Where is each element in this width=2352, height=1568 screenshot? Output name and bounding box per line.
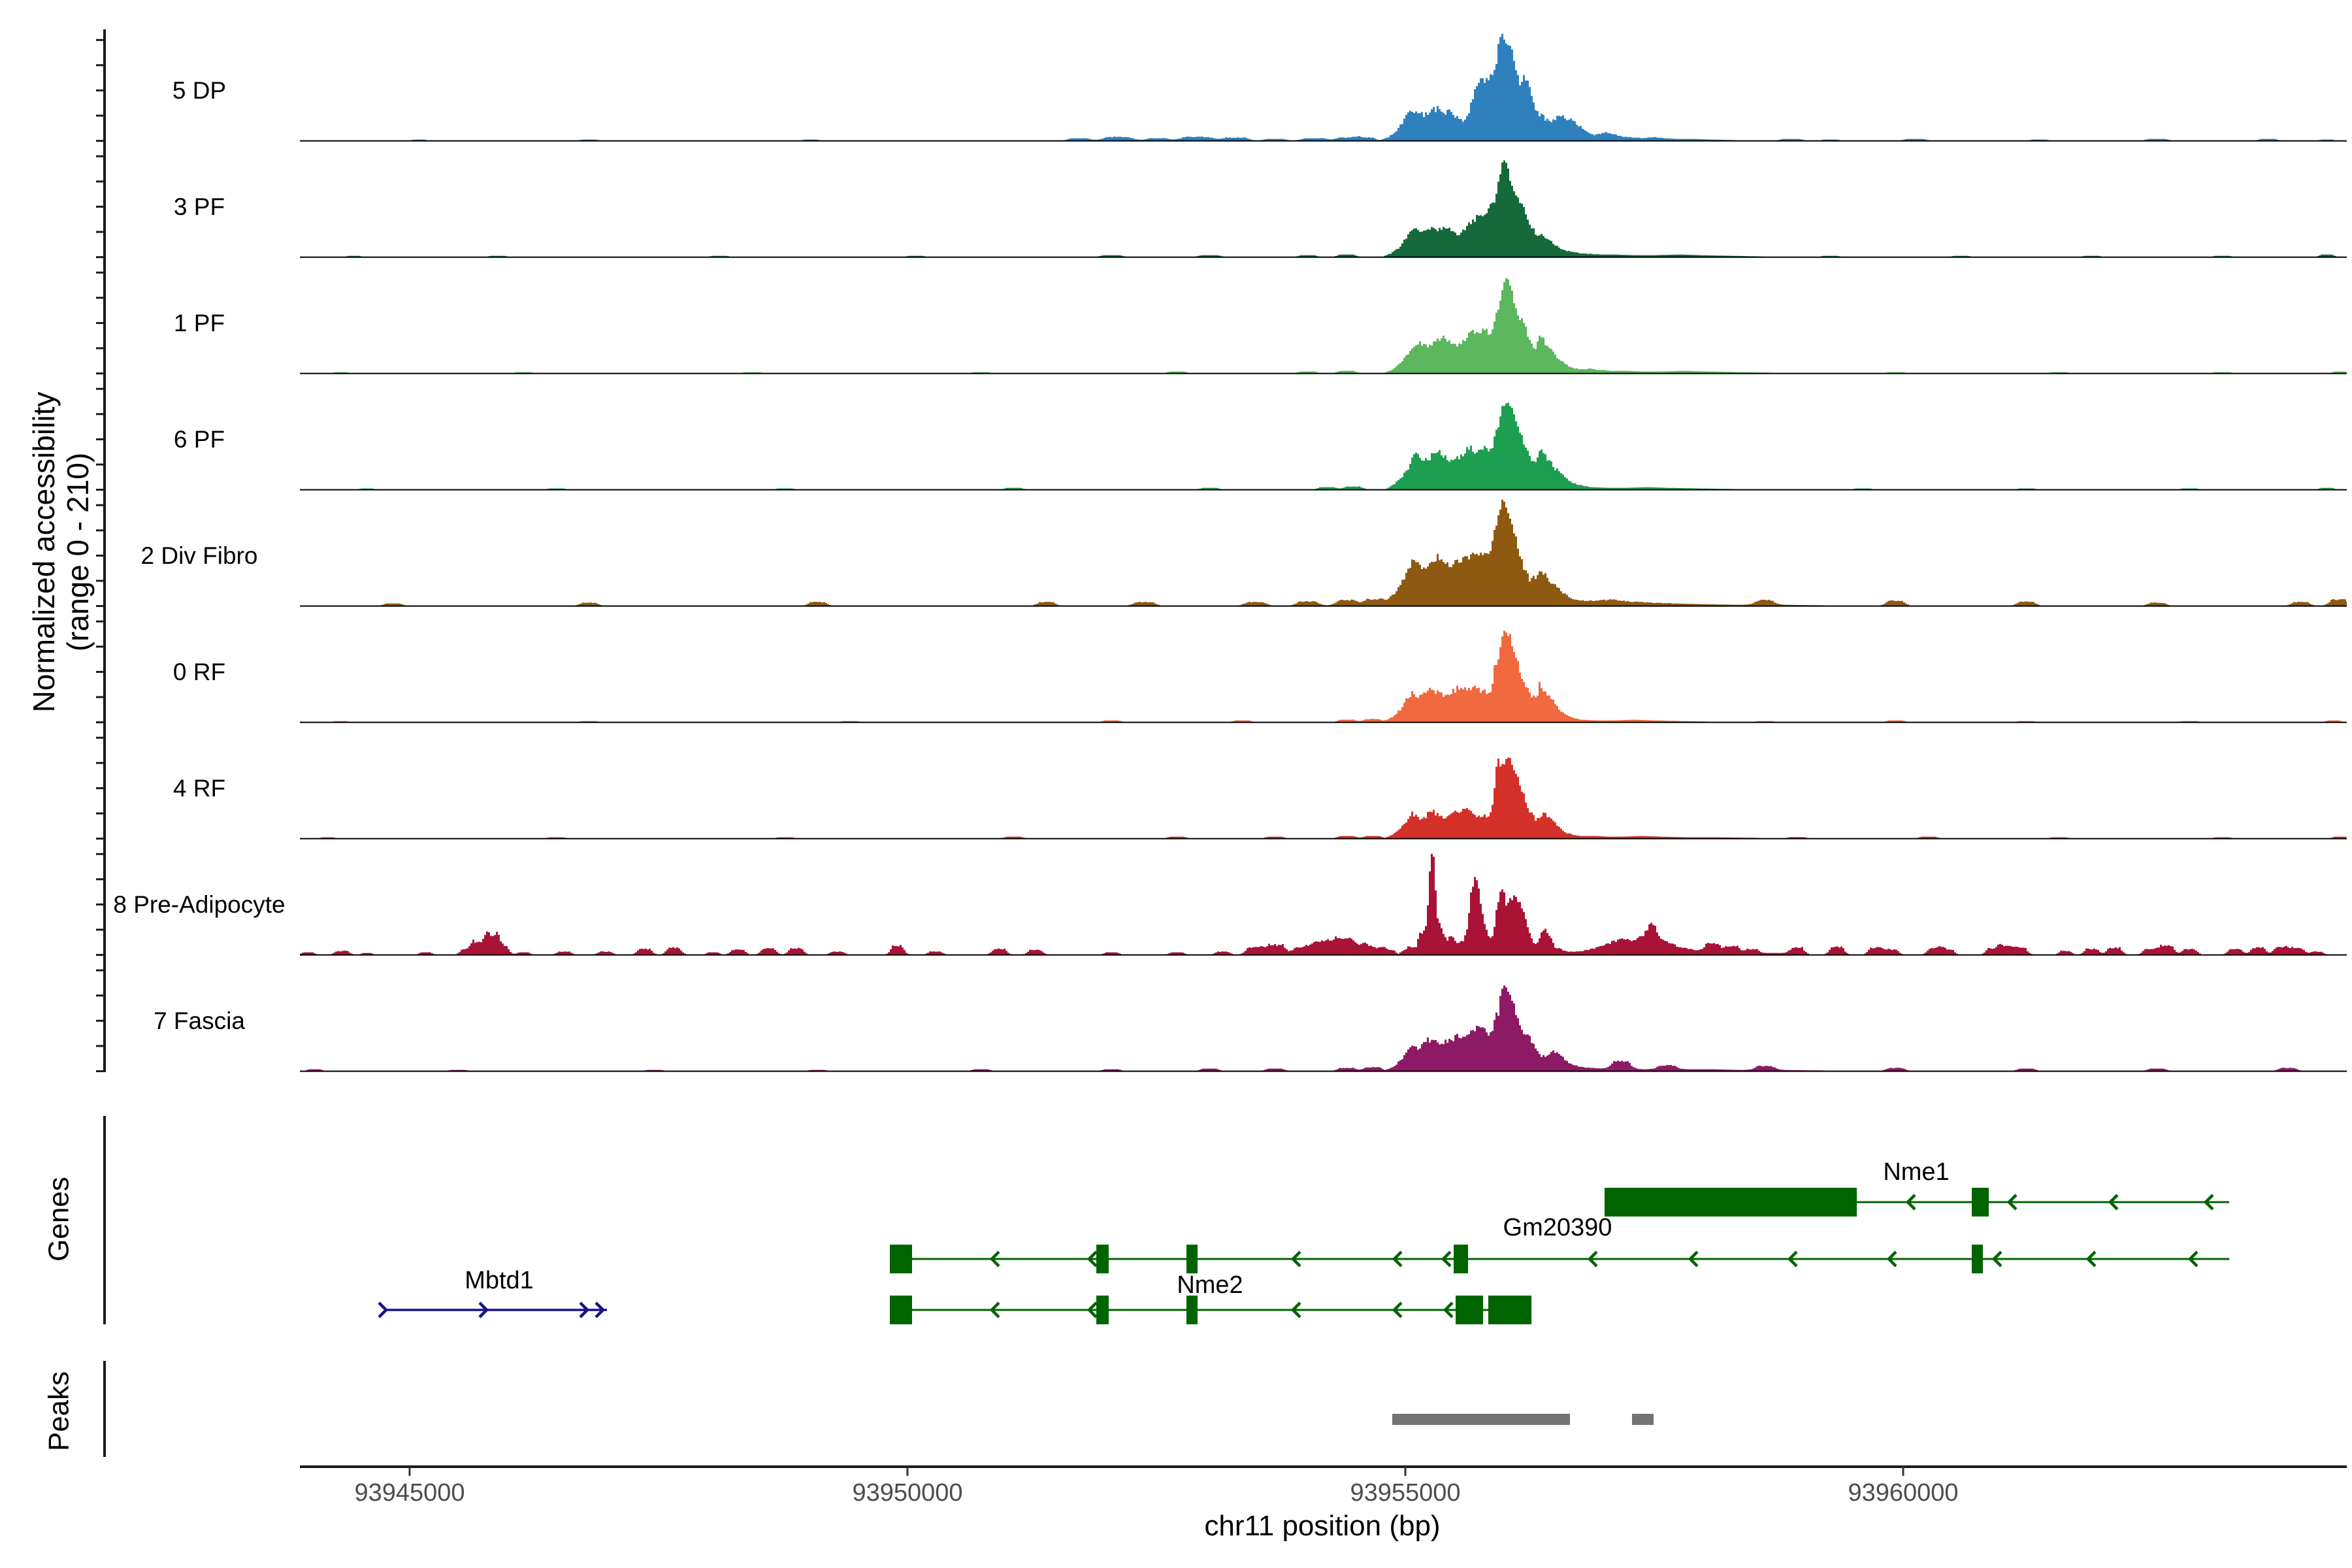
svg-text:3 PF: 3 PF <box>174 193 225 220</box>
svg-text:6 PF: 6 PF <box>174 426 225 453</box>
svg-text:Nme2: Nme2 <box>1177 1271 1243 1299</box>
svg-text:Peaks: Peaks <box>43 1371 75 1451</box>
svg-text:5 DP: 5 DP <box>172 77 226 104</box>
svg-text:(range 0 - 210): (range 0 - 210) <box>61 453 95 651</box>
svg-text:93960000: 93960000 <box>1848 1479 1958 1507</box>
svg-text:Mbtd1: Mbtd1 <box>465 1267 534 1294</box>
svg-text:93945000: 93945000 <box>354 1479 465 1507</box>
svg-text:1 PF: 1 PF <box>174 310 225 336</box>
svg-text:Nme1: Nme1 <box>1883 1158 1949 1186</box>
svg-text:93955000: 93955000 <box>1350 1479 1460 1507</box>
svg-text:0 RF: 0 RF <box>173 659 225 685</box>
svg-text:Genes: Genes <box>43 1177 75 1262</box>
svg-text:Normalized accessibility: Normalized accessibility <box>27 392 61 713</box>
svg-text:chr11 position (bp): chr11 position (bp) <box>1204 1510 1440 1542</box>
svg-text:8 Pre-Adipocyte: 8 Pre-Adipocyte <box>113 891 285 918</box>
svg-text:93950000: 93950000 <box>852 1479 962 1507</box>
svg-text:Gm20390: Gm20390 <box>1503 1214 1612 1241</box>
svg-text:7 Fascia: 7 Fascia <box>154 1007 245 1034</box>
svg-text:2 Div Fibro: 2 Div Fibro <box>141 542 258 569</box>
svg-text:4 RF: 4 RF <box>173 775 225 802</box>
